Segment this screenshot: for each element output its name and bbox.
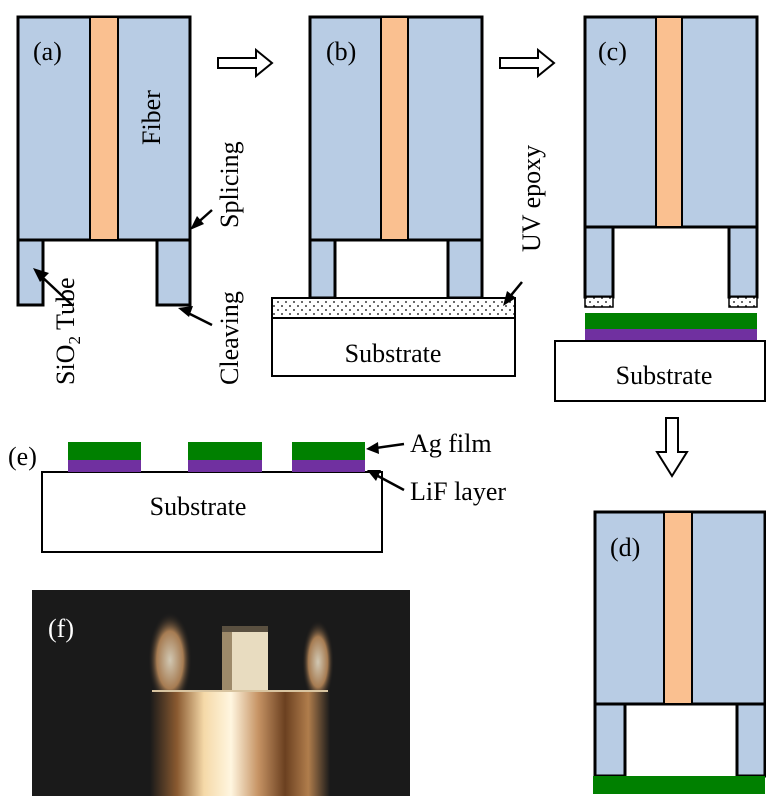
panel-b-tag: (b) bbox=[326, 37, 356, 66]
glow-right bbox=[302, 620, 334, 704]
uv-epoxy-layer bbox=[271, 297, 516, 319]
lif-arrow bbox=[375, 473, 405, 492]
panel-e: (e) Substrate Ag film LiF layer bbox=[8, 429, 506, 553]
lif-layer bbox=[585, 329, 757, 341]
substrate-label: Substrate bbox=[616, 361, 713, 390]
panel-d: (d) bbox=[593, 510, 766, 794]
substrate bbox=[271, 317, 516, 377]
panel-c: (c) Substrate bbox=[554, 15, 766, 402]
fiber-core bbox=[89, 16, 119, 241]
cleaving-label: Cleaving bbox=[215, 291, 244, 385]
cleaving-arrowhead bbox=[178, 306, 193, 317]
epoxy-label: UV epoxy bbox=[517, 145, 546, 252]
substrate bbox=[554, 340, 766, 402]
fiber-tip-cap bbox=[222, 626, 268, 632]
step-arrow-cd bbox=[655, 417, 689, 478]
panel-f-tag: (f) bbox=[48, 614, 74, 643]
lif-layer-3 bbox=[292, 460, 365, 472]
tube-arrow bbox=[39, 274, 73, 306]
panel-f-photo: (f) bbox=[32, 590, 410, 796]
fiber-core bbox=[663, 511, 693, 705]
glow-left bbox=[148, 612, 192, 708]
silica-tube-right bbox=[155, 238, 192, 307]
fiber-tip-shade bbox=[222, 630, 232, 690]
cleaving-arrow bbox=[185, 310, 213, 327]
epoxy-dot-right bbox=[728, 296, 758, 308]
substrate-label: Substrate bbox=[345, 339, 442, 368]
lif-layer-label: LiF layer bbox=[410, 477, 506, 506]
ag-film bbox=[585, 313, 757, 329]
silica-tube-right bbox=[735, 702, 766, 778]
ag-film-3 bbox=[292, 442, 365, 460]
ag-film-2 bbox=[188, 442, 262, 460]
fiber-cylinder bbox=[150, 690, 330, 796]
ag-film bbox=[593, 776, 765, 794]
silica-tube-right bbox=[727, 225, 759, 299]
panel-c-tag: (c) bbox=[598, 37, 627, 66]
ag-arrowhead bbox=[366, 442, 379, 454]
fiber-label: Fiber bbox=[137, 90, 166, 145]
silica-tube-left bbox=[593, 702, 627, 778]
splicing-arrowhead bbox=[190, 216, 204, 230]
panel-b: (b) UV epoxy Substrate bbox=[271, 15, 546, 377]
tube-arrowhead bbox=[33, 268, 49, 282]
silica-tube-left bbox=[583, 225, 615, 299]
ag-film-label: Ag film bbox=[410, 429, 492, 458]
tube-label: SiO2 Tube bbox=[51, 277, 84, 385]
panel-d-tag: (d) bbox=[610, 533, 640, 562]
panel-a-tag: (a) bbox=[33, 37, 62, 66]
splicing-label: Splicing bbox=[215, 141, 244, 228]
fiber-core bbox=[380, 16, 409, 241]
substrate bbox=[41, 471, 383, 553]
silica-tube-right bbox=[446, 238, 484, 300]
panel-a: (a) Fiber Splicing Cleaving SiO2 Tube bbox=[16, 15, 244, 385]
lif-layer-2 bbox=[188, 460, 262, 472]
substrate-label: Substrate bbox=[150, 492, 247, 521]
fiber-core bbox=[655, 16, 683, 228]
epoxy-dot-left bbox=[584, 296, 614, 308]
step-arrow-ab bbox=[217, 47, 274, 79]
lif-layer-1 bbox=[68, 460, 141, 472]
ag-arrow bbox=[375, 442, 405, 450]
lif-arrowhead bbox=[367, 470, 381, 481]
epoxy-arrowhead bbox=[503, 291, 516, 306]
silica-tube-left bbox=[308, 238, 337, 300]
step-arrow-bc bbox=[499, 47, 556, 79]
panel-e-tag: (e) bbox=[8, 442, 37, 471]
ag-film-1 bbox=[68, 442, 141, 460]
